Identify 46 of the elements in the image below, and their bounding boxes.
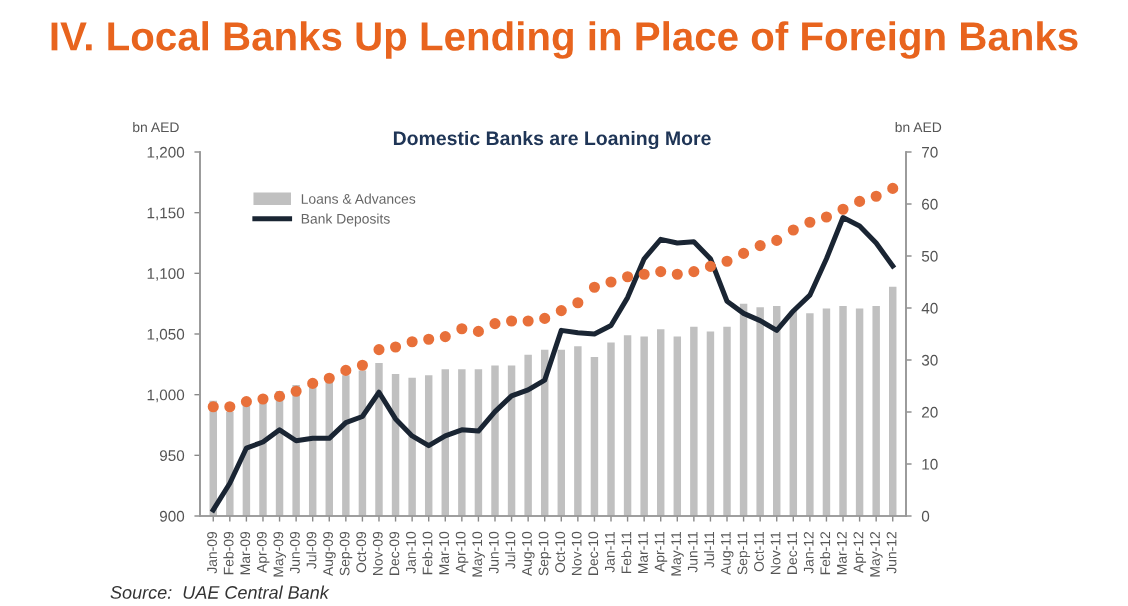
point <box>323 372 335 384</box>
point <box>671 268 683 280</box>
point <box>207 401 219 413</box>
point <box>290 385 302 397</box>
point <box>356 359 368 371</box>
point <box>439 331 451 343</box>
point <box>771 234 783 246</box>
point <box>456 323 468 335</box>
point <box>622 271 634 283</box>
point <box>787 224 799 236</box>
chart-subtitle: Domestic Banks are Loaning More <box>393 130 711 150</box>
point <box>406 336 418 348</box>
point <box>423 333 435 345</box>
point <box>522 315 534 327</box>
point <box>489 318 501 330</box>
point <box>340 364 352 376</box>
point <box>588 281 600 293</box>
point <box>390 341 402 353</box>
point <box>506 315 518 327</box>
point <box>754 240 766 252</box>
source-note: Source: UAE Central Bank <box>110 585 330 599</box>
point <box>257 393 269 405</box>
point <box>605 276 617 288</box>
point <box>704 260 716 272</box>
point <box>820 211 833 223</box>
point <box>837 203 849 215</box>
chart-title: IV. Local Banks Up Lending in Place of Foreign Banks <box>51 21 1078 59</box>
point <box>273 390 286 402</box>
point <box>688 266 700 278</box>
point <box>472 325 484 337</box>
point <box>555 305 567 317</box>
point <box>870 190 882 202</box>
point <box>721 255 733 267</box>
point <box>804 216 816 228</box>
point <box>572 297 584 309</box>
point <box>738 247 750 259</box>
point <box>638 268 650 280</box>
line-series <box>210 215 896 513</box>
point <box>224 401 236 413</box>
point <box>539 312 551 324</box>
point <box>307 377 319 389</box>
point <box>373 344 385 356</box>
point <box>240 396 252 408</box>
point <box>887 182 899 194</box>
point <box>854 195 866 207</box>
point <box>655 266 667 278</box>
